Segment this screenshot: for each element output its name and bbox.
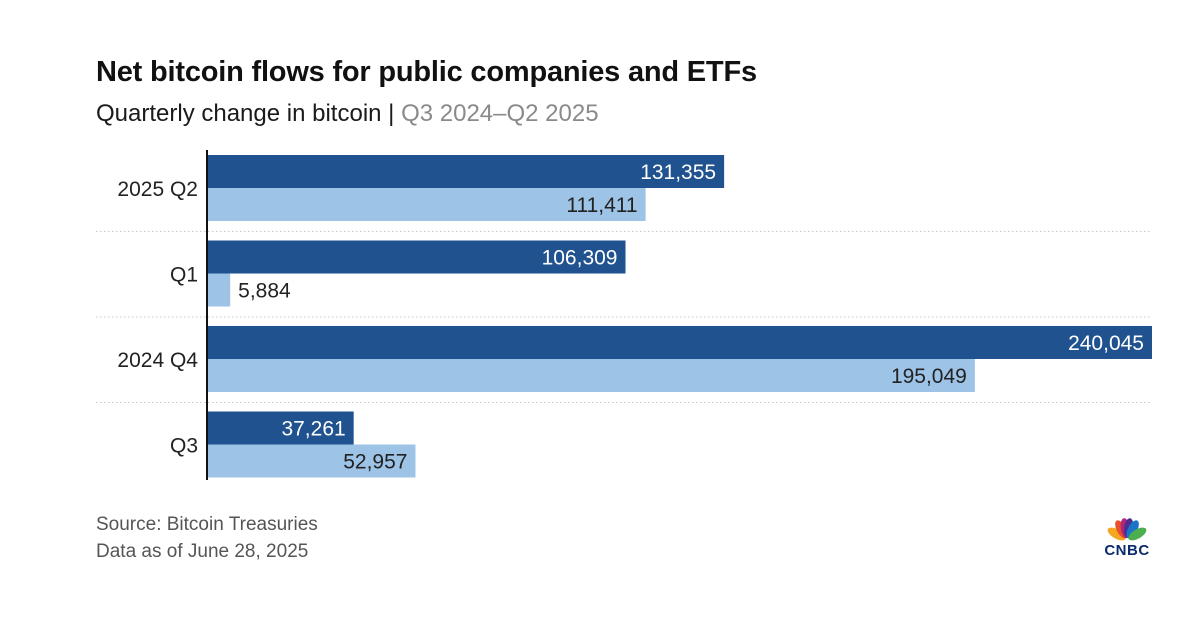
peacock-feather — [1126, 520, 1139, 539]
peacock-icon — [1107, 518, 1147, 541]
bar-etfs — [207, 188, 646, 221]
cnbc-logo: CNBC — [1098, 512, 1156, 562]
bar-etfs — [207, 359, 975, 392]
bar-etfs — [207, 444, 416, 478]
peacock-feather — [1107, 527, 1126, 541]
category-label: 2025 Q2 — [117, 178, 198, 201]
bar-etfs — [207, 273, 231, 307]
subtitle-range: Q3 2024–Q2 2025 — [401, 100, 599, 127]
peacock-feather — [1128, 527, 1147, 541]
category-label: 2024 Q4 — [117, 349, 198, 372]
data-label: 131,355 — [640, 161, 716, 184]
category-label: Q1 — [170, 264, 198, 287]
chart-title: Net bitcoin flows for public companies a… — [96, 56, 757, 88]
logo-text: CNBC — [1104, 542, 1150, 559]
bar-companies — [207, 240, 626, 274]
data-label: 240,045 — [1068, 332, 1144, 355]
bar-companies — [207, 326, 1152, 359]
data-label: 195,049 — [891, 365, 967, 388]
data-label: 5,884 — [238, 280, 291, 303]
data-label: 37,261 — [281, 418, 345, 441]
subtitle-main: Quarterly change in bitcoin | — [96, 100, 395, 127]
date-note: Data as of June 28, 2025 — [96, 541, 309, 562]
chart-subtitle: Quarterly change in bitcoin | Q3 2024–Q2… — [96, 100, 599, 128]
bar-companies — [207, 155, 725, 188]
data-label: 52,957 — [343, 451, 407, 474]
source-note: Source: Bitcoin Treasuries — [96, 514, 318, 535]
bar-companies — [207, 411, 354, 445]
data-label: 106,309 — [542, 247, 618, 270]
category-label: Q3 — [170, 435, 198, 458]
data-label: 111,411 — [566, 194, 637, 217]
